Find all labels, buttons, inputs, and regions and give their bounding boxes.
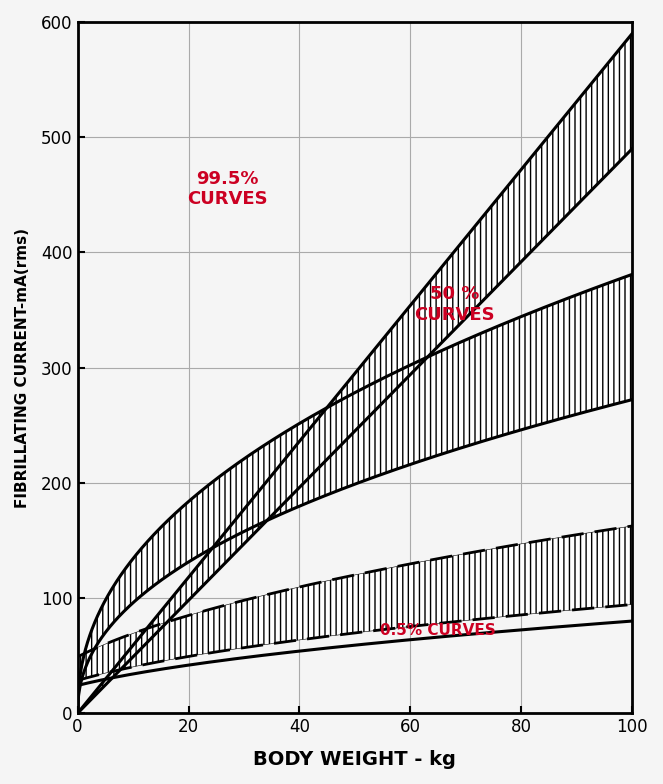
Text: 0.5% CURVES: 0.5% CURVES (380, 622, 496, 638)
Text: 99.5%
CURVES: 99.5% CURVES (187, 169, 268, 209)
Text: 50 %
CURVES: 50 % CURVES (414, 285, 495, 324)
Y-axis label: FIBRILLATING CURRENT-mA(rms): FIBRILLATING CURRENT-mA(rms) (15, 227, 30, 507)
X-axis label: BODY WEIGHT - kg: BODY WEIGHT - kg (253, 750, 456, 769)
